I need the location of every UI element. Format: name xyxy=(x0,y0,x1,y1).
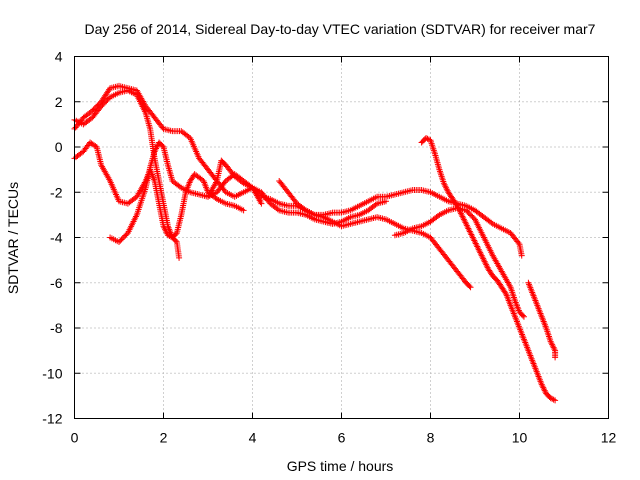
data-point xyxy=(240,207,247,214)
x-tick-label: 8 xyxy=(427,430,435,446)
data-point xyxy=(119,235,126,242)
x-tick-label: 4 xyxy=(249,430,257,446)
data-point xyxy=(230,171,237,178)
y-tick-label: -2 xyxy=(50,184,63,200)
data-point xyxy=(250,186,257,193)
y-tick-label: -12 xyxy=(42,411,62,427)
data-point xyxy=(100,100,107,107)
data-point xyxy=(552,397,559,404)
data-point xyxy=(116,239,122,246)
data-point xyxy=(252,187,259,194)
data-points xyxy=(71,82,559,404)
data-point xyxy=(176,254,183,261)
data-point xyxy=(102,99,109,106)
data-point xyxy=(104,96,111,103)
data-point xyxy=(239,179,246,186)
data-point xyxy=(172,237,179,244)
data-point xyxy=(552,354,559,361)
data-point xyxy=(550,396,557,403)
data-point xyxy=(466,211,473,218)
data-point xyxy=(258,200,265,207)
chart-title: Day 256 of 2014, Sidereal Day-to-day VTE… xyxy=(85,21,596,37)
data-point xyxy=(117,237,124,244)
x-tick-label: 0 xyxy=(71,430,79,446)
data-point xyxy=(488,219,495,226)
data-point xyxy=(118,236,125,243)
data-point xyxy=(519,312,526,319)
data-point xyxy=(301,206,308,213)
data-point xyxy=(434,213,441,220)
data-point xyxy=(122,232,129,239)
series-sat-g xyxy=(418,134,559,404)
x-tick-label: 2 xyxy=(160,430,168,446)
tick-labels: 0 2 4 6 8 10 12 -12 -10 -8 -6 -4 -2 0 2 4 xyxy=(42,49,616,446)
data-point xyxy=(518,252,525,259)
data-point xyxy=(98,103,105,110)
data-point xyxy=(465,209,472,216)
data-point xyxy=(254,189,261,196)
data-point xyxy=(99,101,106,108)
data-point xyxy=(121,233,128,240)
data-point xyxy=(176,183,183,190)
plot-frame xyxy=(74,56,609,419)
data-point xyxy=(467,284,474,291)
y-tick-label: -10 xyxy=(42,365,62,381)
y-tick-label: 4 xyxy=(55,49,63,65)
data-point xyxy=(78,149,85,156)
series-sat-f xyxy=(276,177,474,291)
data-point xyxy=(255,191,262,198)
data-point xyxy=(463,207,470,214)
series-sat-h xyxy=(391,205,527,320)
y-tick-label: -4 xyxy=(50,230,63,246)
data-point xyxy=(91,105,98,112)
y-tick-label: -8 xyxy=(50,320,63,336)
data-point xyxy=(221,179,228,186)
data-point xyxy=(79,116,86,123)
data-point xyxy=(249,184,256,191)
data-point xyxy=(292,199,299,206)
data-point xyxy=(515,239,522,246)
y-axis-label: SDTVAR / TECUs xyxy=(5,182,21,294)
data-point xyxy=(87,115,94,122)
data-point xyxy=(105,95,112,102)
x-tick-label: 6 xyxy=(338,430,346,446)
y-tick-label: -6 xyxy=(50,275,63,291)
grid xyxy=(74,56,609,419)
data-point xyxy=(103,98,110,105)
x-tick-label: 12 xyxy=(601,430,617,446)
series-sat-e xyxy=(205,157,525,259)
data-point xyxy=(253,188,260,195)
data-point xyxy=(468,212,475,219)
data-point xyxy=(466,283,473,290)
series-sat-i xyxy=(525,279,559,361)
y-tick-label: 2 xyxy=(55,94,63,110)
data-point xyxy=(274,206,281,213)
data-point xyxy=(89,107,96,114)
series-sat-c xyxy=(71,139,183,261)
y-tick-label: 0 xyxy=(55,139,63,155)
data-point xyxy=(469,213,476,220)
data-point xyxy=(257,192,264,199)
data-point xyxy=(520,313,527,320)
data-point xyxy=(90,106,97,113)
x-tick-label: 10 xyxy=(512,430,528,446)
data-point xyxy=(372,201,379,208)
data-point xyxy=(464,208,471,215)
x-axis-label: GPS time / hours xyxy=(287,458,394,474)
